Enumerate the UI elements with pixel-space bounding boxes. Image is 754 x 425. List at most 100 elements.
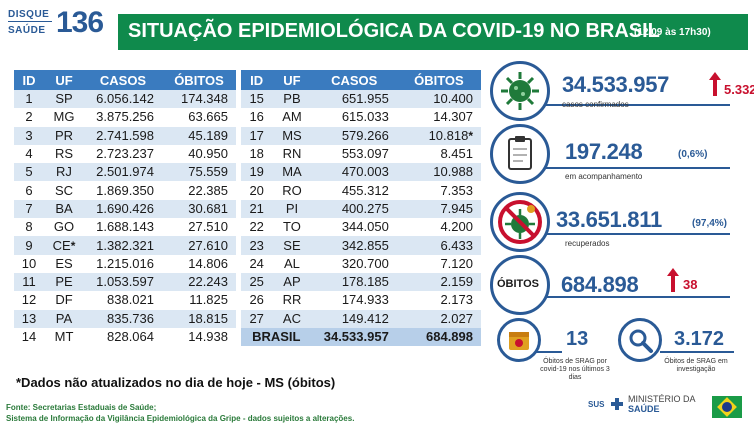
clipboard-icon (508, 136, 532, 170)
cell-obitos: 10.400 (396, 90, 481, 109)
update-date: (12/09 às 17h30) (634, 27, 711, 38)
table-row: 4 RS 2.723.237 40.950 (14, 144, 236, 164)
cell-casos: 615.033 (311, 108, 397, 127)
confirmed-delta: 5.332 (724, 82, 754, 97)
cell-uf: MA (272, 163, 312, 182)
cell-casos: 1.869.350 (84, 181, 162, 200)
monitoring-value: 197.248 (565, 139, 643, 164)
table-row: 6 SC 1.869.350 22.385 (14, 181, 236, 200)
ministry-line1: MINISTÉRIO DA (628, 394, 696, 404)
cell-obitos: 10.818* (396, 126, 481, 145)
srag-investigation-label: Óbitos de SRAG em investigação (664, 358, 728, 373)
cell-obitos: 174.348 (162, 90, 236, 109)
cell-uf: PR (44, 126, 84, 145)
cell-id: 22 (241, 218, 273, 237)
cell-obitos: 75.559 (162, 163, 236, 182)
cell-uf: PI (272, 199, 312, 219)
recovered-underline (540, 233, 730, 235)
table-row: 24 AL 320.700 7.120 (241, 254, 481, 273)
cell-obitos: 27.510 (162, 218, 236, 237)
col-casos: CASOS (84, 70, 162, 90)
cell-uf: BA (44, 199, 84, 219)
col-obitos: ÓBITOS (162, 70, 236, 90)
cell-uf: SE (272, 236, 312, 255)
table-row: 10 ES 1.215.016 14.806 (14, 254, 236, 273)
cell-casos: 2.741.598 (84, 126, 162, 145)
page-title: SITUAÇÃO EPIDEMIOLÓGICA DA COVID-19 NO B… (128, 20, 660, 42)
cell-uf: RS (44, 144, 84, 164)
col-casos: CASOS (311, 70, 397, 90)
col-id: ID (241, 70, 273, 90)
cell-id: 7 (14, 199, 44, 219)
cell-id: 2 (14, 108, 44, 127)
cell-casos: 579.266 (311, 126, 397, 145)
cell-obitos: 14.938 (162, 327, 236, 347)
cell-id: 20 (241, 181, 273, 200)
logo-number: 136 (56, 6, 104, 39)
cell-id: 9 (14, 236, 44, 255)
total-row: BRASIL 34.533.957 684.898 (241, 327, 481, 347)
cell-obitos: 10.988 (396, 163, 481, 182)
cell-casos: 342.855 (311, 236, 397, 255)
cell-casos: 1.382.321 (84, 236, 162, 255)
total-casos: 34.533.957 (311, 327, 397, 347)
source-line1: Fonte: Secretarias Estaduais de Saúde; (6, 403, 157, 412)
cell-obitos: 22.243 (162, 272, 236, 292)
cell-obitos: 14.806 (162, 254, 236, 273)
data-note: *Dados não atualizados no dia de hoje - … (16, 375, 336, 390)
cell-id: 24 (241, 254, 273, 273)
cell-uf: RN (272, 144, 312, 164)
table-row: 13 PA 835.736 18.815 (14, 309, 236, 328)
cell-id: 4 (14, 144, 44, 164)
states-table-right: ID UF CASOS ÓBITOS 15 PB 651.955 10.400 16 AM… (241, 70, 481, 347)
total-obitos: 684.898 (396, 327, 481, 347)
srag-recent-value: 13 (566, 328, 589, 350)
cell-id: 19 (241, 163, 273, 182)
monitoring-underline (540, 167, 730, 169)
states-table-left: ID UF CASOS ÓBITOS 1 SP 6.056.142 174.348 2 M… (14, 70, 236, 347)
cell-obitos: 2.027 (396, 309, 481, 328)
cell-casos: 3.875.256 (84, 108, 162, 127)
deaths-label: ÓBITOS (497, 278, 539, 290)
cell-uf: PA (44, 309, 84, 328)
up-arrow-icon (709, 72, 721, 96)
cell-id: 14 (14, 327, 44, 347)
cell-obitos: 30.681 (162, 199, 236, 219)
cell-uf: AM (272, 108, 312, 127)
cell-obitos: 4.200 (396, 218, 481, 237)
table-row: 22 TO 344.050 4.200 (241, 218, 481, 237)
cell-casos: 320.700 (311, 254, 397, 273)
cell-id: 8 (14, 218, 44, 237)
cell-casos: 1.215.016 (84, 254, 162, 273)
cell-uf: RO (272, 181, 312, 200)
logo-line1: DISQUE (8, 9, 50, 20)
ministry-text: MINISTÉRIO DA SAÚDE (628, 394, 696, 414)
cell-casos: 344.050 (311, 218, 397, 237)
cell-uf: ES (44, 254, 84, 273)
table-row: 16 AM 615.033 14.307 (241, 108, 481, 127)
cell-obitos: 63.665 (162, 108, 236, 127)
cell-id: 13 (14, 309, 44, 328)
col-id: ID (14, 70, 44, 90)
cell-uf: DF (44, 291, 84, 310)
table-row: 11 PE 1.053.597 22.243 (14, 272, 236, 292)
cell-id: 6 (14, 181, 44, 200)
cell-obitos: 2.159 (396, 272, 481, 292)
table-header-row: ID UF CASOS ÓBITOS (241, 70, 481, 90)
cell-casos: 553.097 (311, 144, 397, 164)
cell-casos: 838.021 (84, 291, 162, 310)
table-row: 27 AC 149.412 2.027 (241, 309, 481, 328)
srag-investigation-underline (660, 351, 734, 353)
table-row: 3 PR 2.741.598 45.189 (14, 126, 236, 145)
cell-id: 3 (14, 126, 44, 145)
magnifier-icon (629, 329, 653, 353)
ministerio-saude-logo: SUS MINISTÉRIO DA SAÚDE (588, 394, 748, 420)
col-uf: UF (272, 70, 312, 90)
cell-id: 16 (241, 108, 273, 127)
confirmed-underline (540, 104, 730, 106)
cell-casos: 470.003 (311, 163, 397, 182)
cell-casos: 178.185 (311, 272, 397, 292)
recovered-label: recuperados (565, 239, 610, 248)
cell-id: 5 (14, 163, 44, 182)
cell-obitos: 7.120 (396, 254, 481, 273)
